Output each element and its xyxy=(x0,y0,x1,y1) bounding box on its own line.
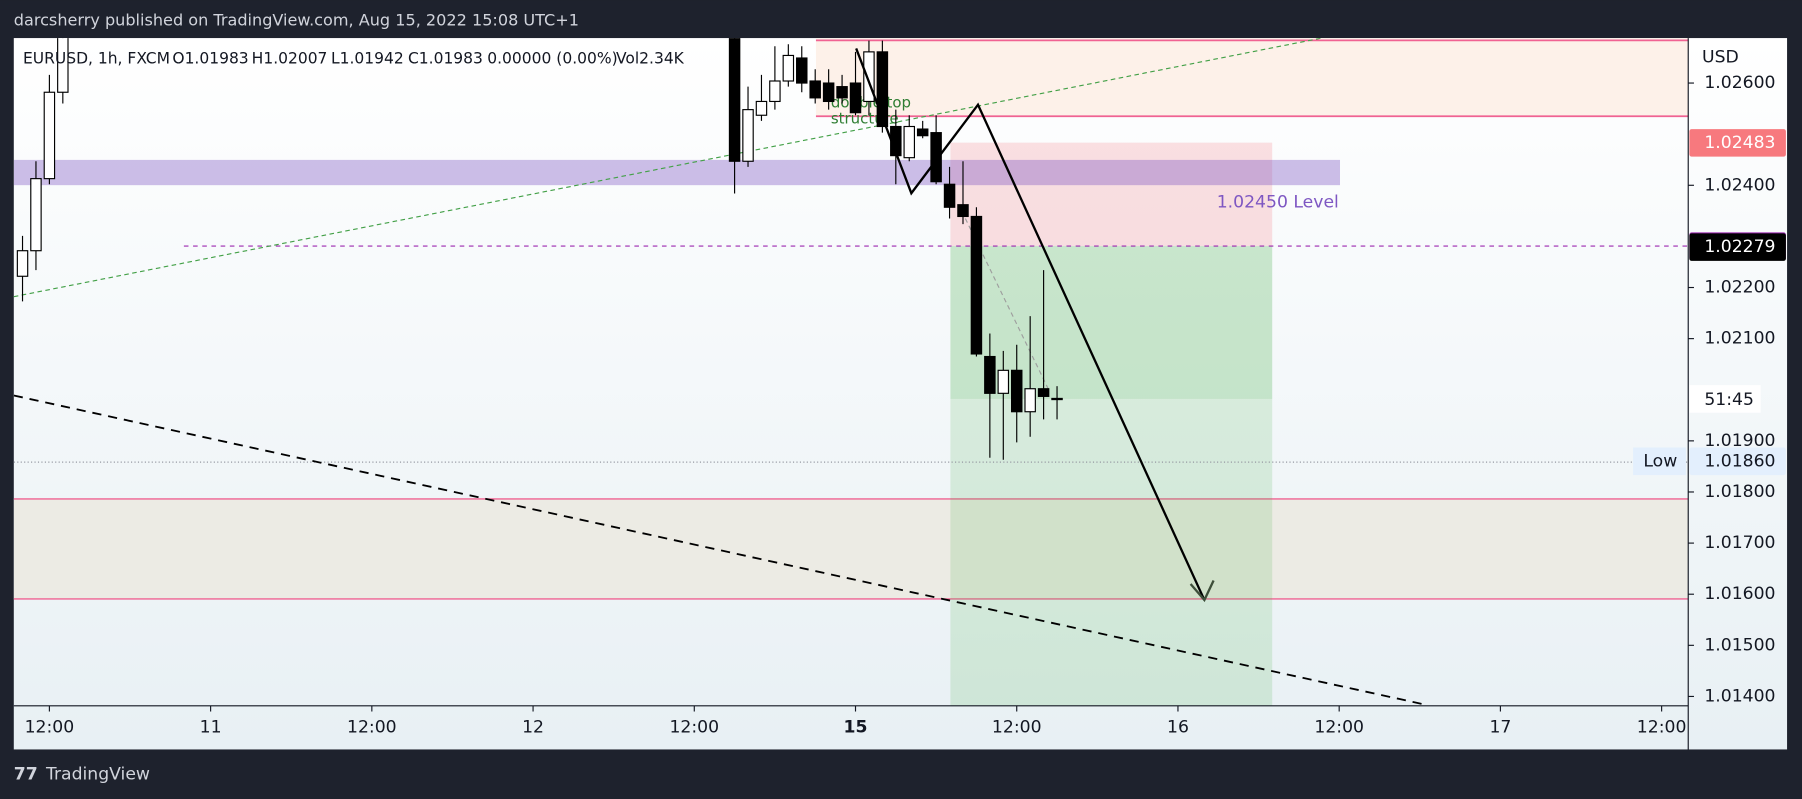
candle-body xyxy=(728,38,741,162)
x-tick-label: 11 xyxy=(200,718,222,738)
candle-body xyxy=(1051,397,1063,401)
candle-body xyxy=(1024,388,1036,413)
y-tick-label: 1.01400 xyxy=(1704,686,1775,706)
y-tick-label: 1.02200 xyxy=(1704,278,1775,298)
candle-body xyxy=(970,215,983,355)
ohlc-low: L1.01942 xyxy=(331,49,404,67)
x-tick-label: 12:00 xyxy=(25,718,75,738)
price-label-box xyxy=(1689,233,1786,261)
candle-body xyxy=(822,82,835,103)
publisher: darcsherry published on TradingView.com,… xyxy=(14,10,579,29)
candle-body xyxy=(863,51,875,103)
y-tick-label: 1.02600 xyxy=(1704,73,1775,93)
x-tick-label: 17 xyxy=(1489,718,1511,738)
arrow-head xyxy=(1189,580,1215,603)
y-tick-label: 1.01700 xyxy=(1704,533,1775,553)
x-tick-label: 12:00 xyxy=(669,718,719,738)
level-label: 1.02450 Level xyxy=(1217,192,1339,212)
x-tick-label: 15 xyxy=(844,718,868,738)
candle-body xyxy=(755,100,768,116)
axes: 1.026001.024001.022001.021001.019001.018… xyxy=(25,73,1786,738)
x-tick-label: 12:00 xyxy=(347,718,397,738)
candle-body xyxy=(916,128,929,137)
y-tick-label: 1.01600 xyxy=(1704,584,1775,604)
x-tick-label: 12 xyxy=(522,718,544,738)
change: 0.00000 (0.00%) xyxy=(487,49,617,67)
candle-body xyxy=(1037,388,1050,397)
candle-body xyxy=(16,250,29,277)
countdown: 51:45 xyxy=(1704,390,1754,410)
level-band xyxy=(13,159,1341,186)
x-tick-label: 12:00 xyxy=(992,718,1042,738)
supply-zone xyxy=(815,38,1689,117)
candle-body xyxy=(876,51,889,128)
candle-body xyxy=(984,355,996,394)
y-tick-label: 1.02400 xyxy=(1704,175,1775,195)
ohlc-open: O1.01983 xyxy=(172,49,248,67)
candle-body xyxy=(57,38,69,93)
candle-body xyxy=(43,91,56,180)
candle-body xyxy=(1010,369,1023,413)
candle-body xyxy=(809,80,821,99)
currency: USD xyxy=(1702,48,1739,68)
candle-body xyxy=(742,109,754,162)
chart-panel xyxy=(13,38,1788,750)
x-tick-label: 16 xyxy=(1167,718,1189,738)
candle-body xyxy=(957,204,969,218)
projection xyxy=(855,47,1206,601)
candle-body xyxy=(836,86,848,99)
demand-zone xyxy=(13,498,1689,599)
x-tick-label: 12:00 xyxy=(1637,718,1687,738)
price-label: 1.02279 xyxy=(1704,237,1775,257)
y-tick-label: 1.01500 xyxy=(1704,635,1775,655)
price-label-box xyxy=(1689,129,1786,157)
candle-body xyxy=(30,178,42,252)
candles xyxy=(16,38,1063,460)
y-tick-label: 1.02100 xyxy=(1704,329,1775,349)
candle-body xyxy=(930,132,942,183)
price-label-box xyxy=(1689,447,1786,476)
x-tick-label: 12:00 xyxy=(1314,718,1364,738)
target-zone xyxy=(950,398,1273,706)
countdown-box xyxy=(1689,385,1761,413)
candle-body xyxy=(849,82,862,114)
candle-body xyxy=(943,183,956,208)
candle-body xyxy=(782,54,795,82)
drawings: double top structure 1.02450 Level xyxy=(13,38,1689,706)
candle-body xyxy=(903,125,915,159)
symbol: EURUSD, 1h, FXCM xyxy=(23,49,170,67)
candle-body xyxy=(997,369,1010,394)
candle-body xyxy=(769,80,781,103)
ohlc-close: C1.01983 xyxy=(408,49,483,67)
y-tick-label: 1.01900 xyxy=(1704,431,1775,451)
volume: Vol2.34K xyxy=(616,49,685,67)
ohlc-high: H1.02007 xyxy=(252,49,328,67)
brand: TradingView xyxy=(45,765,150,785)
logo: 77 xyxy=(14,765,38,785)
price-label: 1.02483 xyxy=(1704,133,1775,153)
price-label: 1.01860 xyxy=(1704,451,1775,471)
candle-body xyxy=(796,57,808,84)
annotation: structure xyxy=(831,110,899,128)
y-tick-label: 1.01800 xyxy=(1704,482,1775,502)
price-tag: Low xyxy=(1643,451,1677,471)
price-tag-box xyxy=(1633,447,1686,476)
trend-line xyxy=(13,38,1322,298)
